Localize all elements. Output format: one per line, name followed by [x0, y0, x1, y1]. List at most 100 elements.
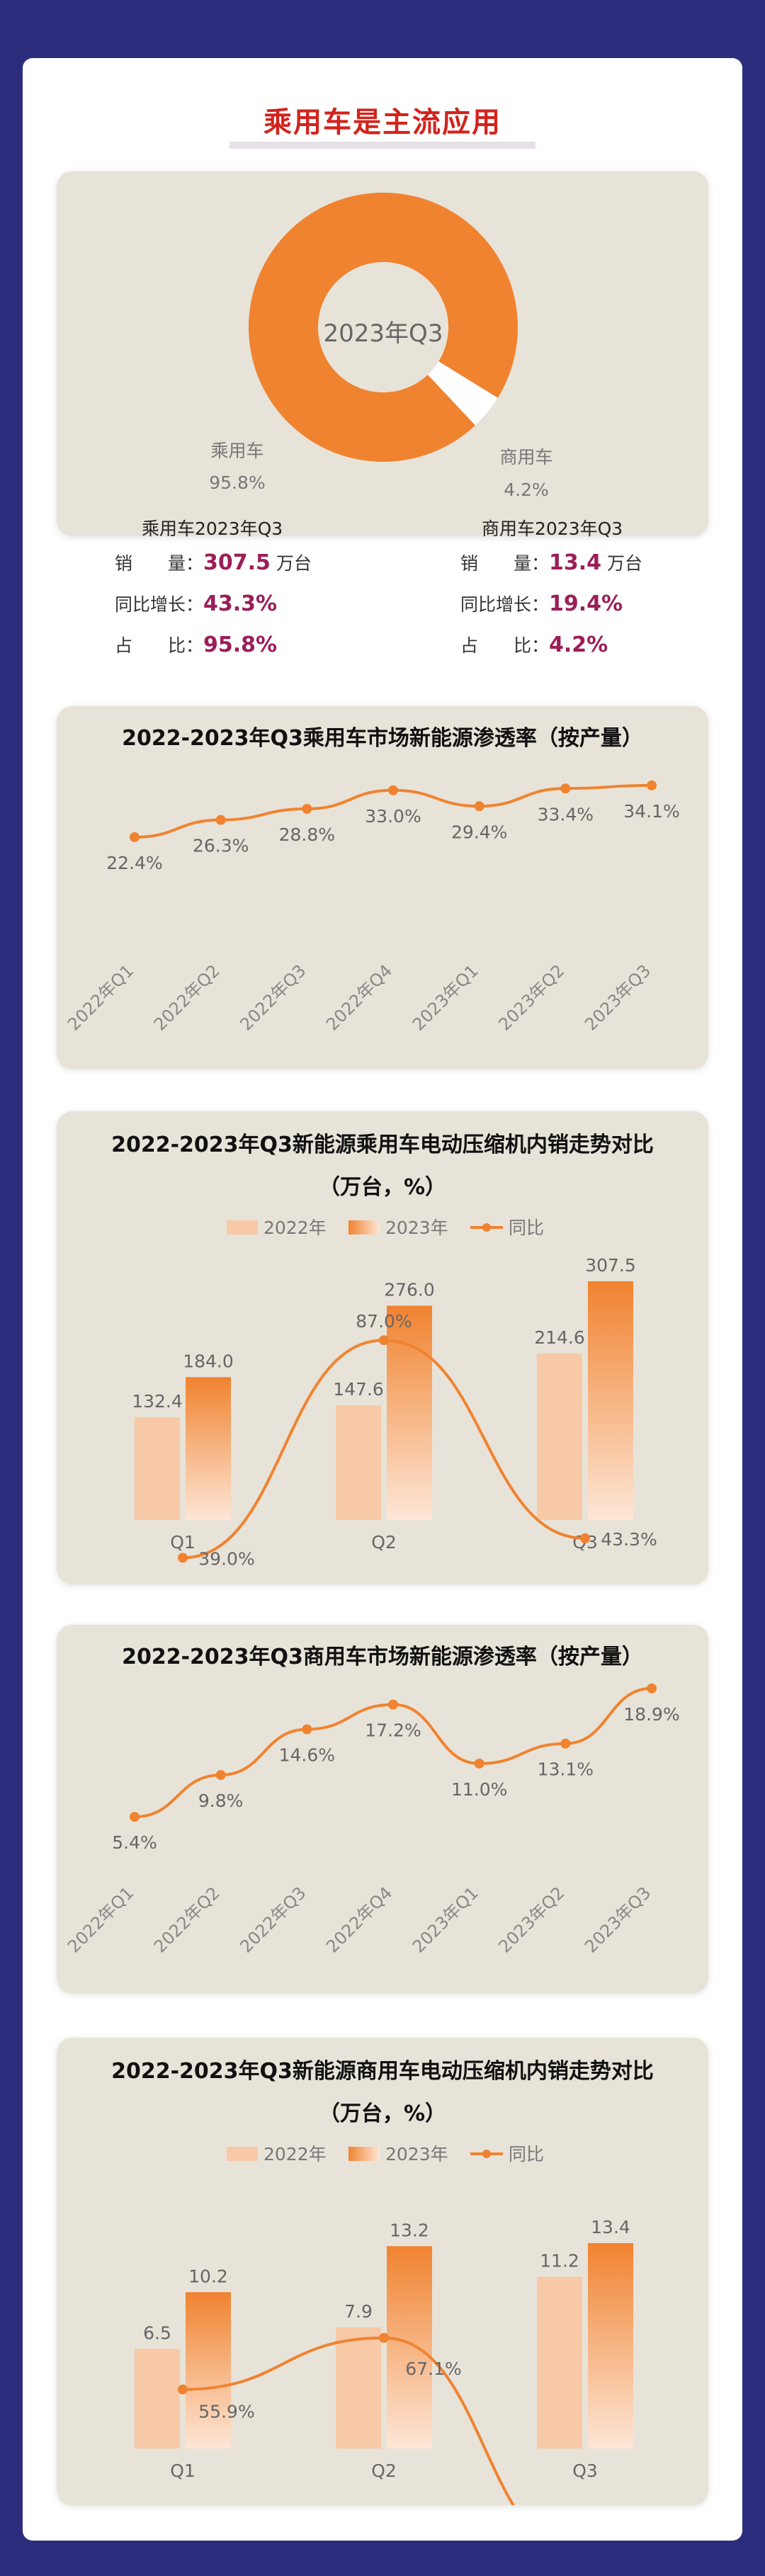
data-point — [388, 785, 398, 795]
donut-center-label: 2023年Q3 — [324, 319, 443, 348]
data-label: 33.0% — [365, 806, 421, 827]
donut-slice-label-commercial: 商用车 — [499, 447, 552, 467]
x-tick-label: 2023年Q1 — [409, 960, 482, 1034]
data-label: 29.4% — [451, 822, 507, 842]
passenger-penetration-title: 2022-2023年Q3乘用车市场新能源渗透率（按产量） — [122, 726, 643, 751]
data-point — [474, 801, 484, 812]
commercial-compressor-chart: 2022年 2023年 同比 6.5 10.2 Q1 7.9 13.2 Q2 11.2 13.4 Q3… — [135, 2144, 657, 2569]
bar-2022 — [537, 2276, 582, 2449]
legend-marker-yoy — [482, 1223, 491, 1232]
x-tick-label: 2023年Q3 — [581, 960, 654, 1034]
passenger-penetration-panel: 2022-2023年Q3乘用车市场新能源渗透率（按产量） 22.4% 2022年Q… — [57, 706, 708, 1069]
commercial-growth-label: 同比增长： — [460, 594, 550, 615]
bar-value-label: 13.4 — [591, 2217, 630, 2237]
legend-swatch-2023 — [348, 1220, 380, 1235]
legend-label-yoy: 同比 — [509, 2144, 544, 2164]
bar-2023 — [186, 1377, 231, 1520]
donut-slice-pct-commercial: 4.2% — [504, 480, 549, 500]
bar-2023 — [387, 2246, 432, 2449]
data-label: 28.8% — [279, 824, 335, 845]
data-label: 33.4% — [538, 804, 594, 824]
commercial-sales-value: 13.4 — [549, 550, 602, 575]
data-label: 34.1% — [623, 801, 679, 822]
data-point — [302, 1724, 312, 1735]
data-label: 18.9% — [623, 1704, 679, 1725]
legend-label-2022: 2022年 — [264, 2144, 327, 2164]
donut-slice-commercial — [427, 361, 498, 426]
bar-value-label: 276.0 — [384, 1280, 435, 1300]
x-tick-label: 2023年Q3 — [581, 1883, 654, 1956]
bar-value-label: 13.2 — [390, 2220, 429, 2240]
yoy-value-label: 67.1% — [405, 2359, 461, 2379]
data-point — [302, 804, 312, 814]
commercial-sales-label: 销 量： — [460, 553, 550, 574]
yoy-line — [182, 1339, 586, 1560]
data-label: 9.8% — [198, 1791, 244, 1811]
x-tick-label: 2022年Q3 — [236, 1883, 310, 1956]
data-label: 5.4% — [112, 1832, 157, 1853]
bar-value-label: 147.6 — [333, 1379, 384, 1400]
passenger-sales-value: 307.5 — [203, 550, 271, 575]
legend-label-2022: 2022年 — [264, 1218, 327, 1238]
x-tick-label: 2022年Q3 — [236, 960, 310, 1034]
x-tick-label: 2023年Q1 — [409, 1883, 482, 1956]
bar-2022 — [537, 1353, 582, 1520]
passenger-compressor-panel: 2022-2023年Q3新能源乘用车电动压缩机内销走势对比 （万台，%） 202… — [57, 1111, 708, 1584]
passenger-sales-label: 销 量： — [115, 553, 204, 574]
legend-label-2023: 2023年 — [385, 2144, 448, 2164]
x-tick-label: 2022年Q2 — [150, 960, 224, 1034]
commercial-share-row: 占 比：4.2% — [460, 632, 608, 657]
donut-chart: 2023年Q3 乘用车 95.8% 商用车 4.2% — [209, 193, 553, 500]
data-point — [130, 832, 140, 842]
commercial-growth-row: 同比增长：19.4% — [460, 591, 623, 616]
passenger-growth-row: 同比增长：43.3% — [115, 591, 277, 616]
data-label: 22.4% — [106, 853, 162, 873]
commercial-growth-value: 19.4% — [549, 591, 623, 616]
data-point — [647, 1683, 657, 1693]
bar-value-label: 307.5 — [585, 1255, 636, 1276]
passenger-stats-header: 乘用车2023年Q3 — [142, 518, 283, 539]
yoy-value-label: 87.0% — [356, 1311, 412, 1332]
bar-2023 — [588, 2243, 633, 2449]
bar-value-label: 10.2 — [188, 2266, 228, 2286]
x-tick-label: 2022年Q4 — [322, 1883, 396, 1956]
x-tick-label: Q3 — [572, 2461, 598, 2481]
passenger-share-label: 占 比： — [115, 635, 204, 656]
data-label: 14.6% — [279, 1745, 335, 1766]
data-point — [647, 780, 657, 790]
bar-value-label: 132.4 — [132, 1391, 183, 1412]
commercial-compressor-panel: 2022-2023年Q3新能源商用车电动压缩机内销走势对比 （万台，%） 202… — [57, 2038, 708, 2569]
title-underline — [230, 142, 536, 149]
legend-swatch-2023 — [348, 2147, 380, 2161]
data-point — [474, 1758, 484, 1769]
legend-swatch-2022 — [227, 2147, 258, 2161]
passenger-sales-unit: 万台 — [276, 553, 312, 574]
x-tick-label: 2022年Q1 — [64, 960, 137, 1034]
page-title: 乘用车是主流应用 — [264, 106, 502, 139]
bar-2023 — [387, 1305, 432, 1520]
commercial-sales-unit: 万台 — [607, 553, 643, 574]
yoy-point — [379, 2332, 389, 2343]
data-point — [388, 1699, 398, 1710]
passenger-penetration-chart: 22.4% 2022年Q1 26.3% 2022年Q2 28.8% 2022年Q3 33.0… — [64, 780, 680, 1035]
passenger-growth-label: 同比增长： — [115, 594, 204, 615]
data-label: 17.2% — [365, 1720, 421, 1741]
commercial-penetration-title: 2022-2023年Q3商用车市场新能源渗透率（按产量） — [122, 1645, 643, 1669]
data-label: 26.3% — [193, 836, 249, 856]
commercial-share-value: 4.2% — [549, 632, 608, 657]
yoy-point — [379, 1335, 389, 1346]
data-point — [215, 815, 226, 825]
x-tick-label: 2023年Q2 — [494, 960, 568, 1034]
legend-swatch-2022 — [227, 1220, 258, 1235]
passenger-compressor-title-line2: （万台，%） — [318, 1175, 447, 1200]
bar-2022 — [135, 2349, 180, 2449]
donut-slice-passenger — [248, 193, 518, 463]
legend-marker-yoy — [482, 2150, 491, 2158]
x-tick-label: 2022年Q1 — [64, 1883, 137, 1956]
data-label: 13.1% — [538, 1759, 594, 1780]
yoy-point — [178, 2384, 188, 2395]
donut-slice-pct-passenger: 95.8% — [209, 472, 265, 493]
commercial-sales-row: 销 量：13.4 万台 — [460, 550, 642, 575]
passenger-share-value: 95.8% — [203, 632, 278, 657]
bar-2023 — [186, 2292, 231, 2449]
